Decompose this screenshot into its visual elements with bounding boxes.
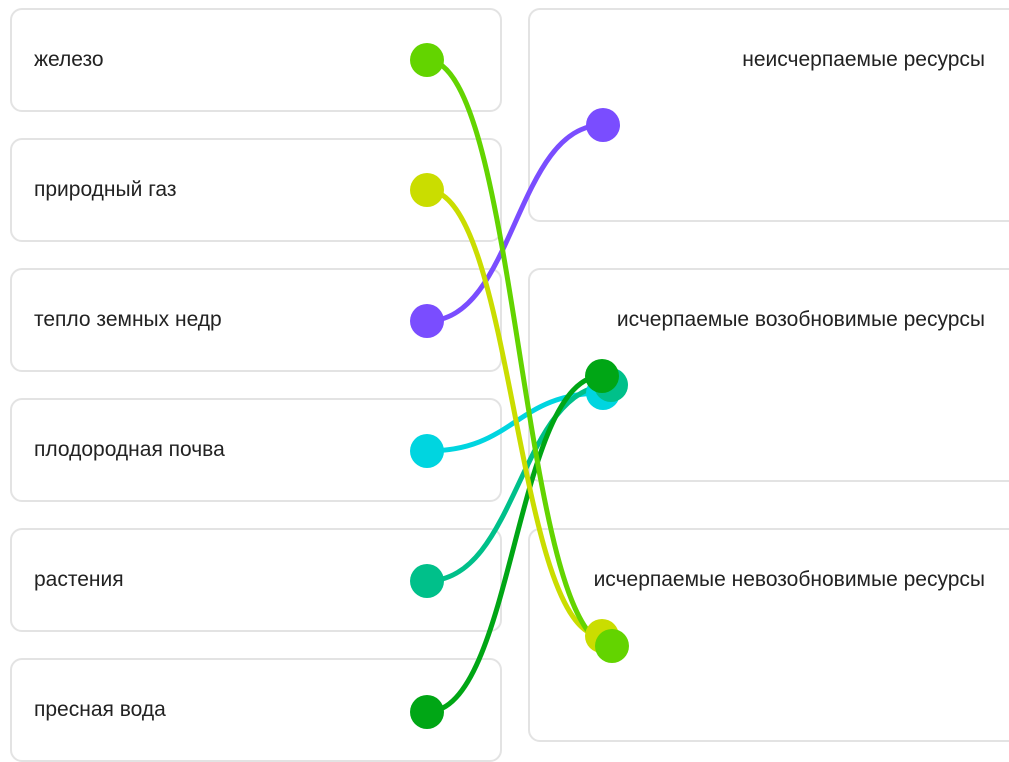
- left-card-label: пресная вода: [34, 698, 166, 721]
- right-connector-dot[interactable]: [585, 359, 619, 393]
- left-card-label: природный газ: [34, 178, 177, 201]
- right-card-label: исчерпаемые невозобновимые ресурсы: [593, 568, 985, 591]
- left-connector-dot[interactable]: [410, 434, 444, 468]
- left-connector-dot[interactable]: [410, 695, 444, 729]
- left-connector-dot[interactable]: [410, 304, 444, 338]
- left-connector-dot[interactable]: [410, 43, 444, 77]
- left-connector-dot[interactable]: [410, 564, 444, 598]
- left-card-label: растения: [34, 568, 124, 591]
- left-card-label: плодородная почва: [34, 438, 225, 461]
- right-card-label: неисчерпаемые ресурсы: [742, 48, 985, 71]
- left-card-label: тепло земных недр: [34, 308, 222, 331]
- left-connector-dot[interactable]: [410, 173, 444, 207]
- left-card-label: железо: [34, 48, 104, 71]
- right-card-label: исчерпаемые возобновимые ресурсы: [616, 308, 985, 331]
- left-card-geothermal-heat[interactable]: тепло земных недр: [10, 268, 502, 372]
- right-connector-dot[interactable]: [595, 629, 629, 663]
- right-connector-dot[interactable]: [586, 108, 620, 142]
